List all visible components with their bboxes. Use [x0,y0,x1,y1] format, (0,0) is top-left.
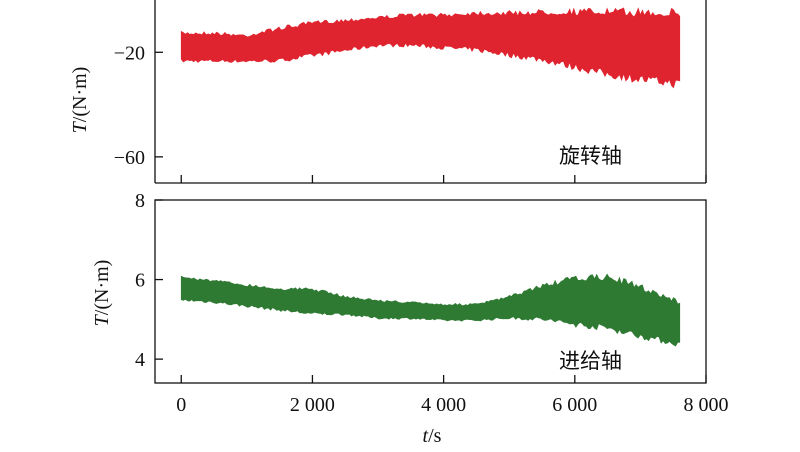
series-band-0-0 [180,7,681,89]
x-tick-label-1: 2 000 [290,394,335,416]
bottom-y-axis-title: T/(N·m) [91,260,113,327]
top-x-ticks [180,175,707,183]
y-tick-label-0-1: −60 [114,147,145,169]
top-y-ticks: −20 −60 [114,42,163,169]
bottom-series-label: 进给轴 [559,349,622,373]
x-tick-label-3: 6 000 [552,394,597,416]
bottom-panel: 4 6 8 0 2 000 4 000 6 000 8 000 T/(N·m) 进给轴 t/… [91,190,729,447]
top-panel: −20 −60 T/(N·m) 旋转轴 [69,0,707,184]
y-tick-label-1-2: 8 [135,190,145,212]
bottom-y-ticks: 4 6 8 [135,190,163,371]
top-series-band [180,7,681,89]
bottom-panel-frame [154,199,707,384]
x-tick-label-4: 8 000 [684,394,729,416]
y-tick-label-1-1: 6 [135,270,145,292]
bottom-series-band [180,273,681,347]
top-y-axis-title: T/(N·m) [69,67,91,134]
series-band-1-0 [180,273,681,347]
y-tick-label-1-0: 4 [135,349,145,371]
bottom-x-ticks: 0 2 000 4 000 6 000 8 000 [176,375,729,416]
x-tick-label-0: 0 [176,394,186,416]
x-axis-title: t/s [423,425,442,447]
x-tick-label-2: 4 000 [421,394,466,416]
y-tick-label-0-0: −20 [114,42,145,64]
top-series-label: 旋转轴 [559,144,622,168]
